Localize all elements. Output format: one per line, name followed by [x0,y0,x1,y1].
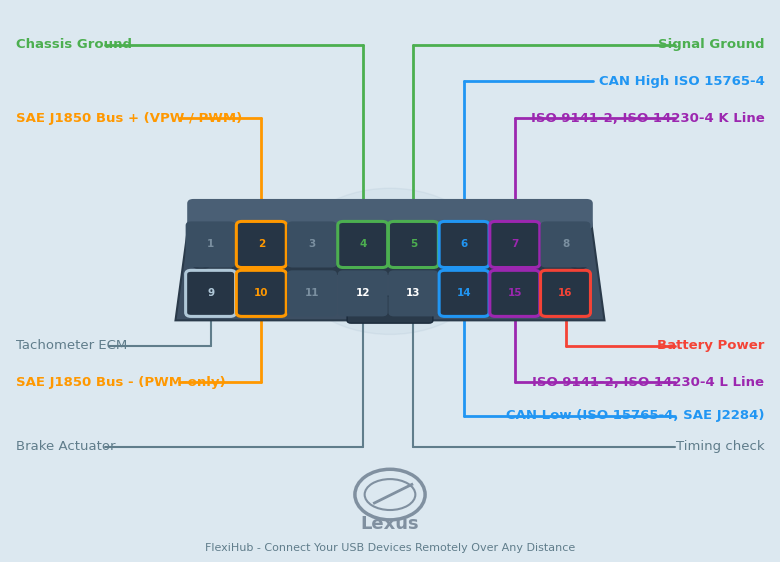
Text: Chassis Ground: Chassis Ground [16,38,132,52]
Text: 5: 5 [410,239,417,250]
Text: ISO 9141-2, ISO 14230-4 L Line: ISO 9141-2, ISO 14230-4 L Line [533,375,764,389]
FancyBboxPatch shape [490,221,540,268]
Text: CAN High ISO 15765-4: CAN High ISO 15765-4 [598,75,764,88]
Text: CAN Low (ISO 15765-4, SAE J2284): CAN Low (ISO 15765-4, SAE J2284) [506,409,764,423]
Circle shape [320,211,460,312]
FancyBboxPatch shape [186,270,236,316]
FancyBboxPatch shape [236,270,286,316]
Text: 10: 10 [254,288,268,298]
Text: 4: 4 [359,239,367,250]
FancyBboxPatch shape [186,221,236,268]
Text: Signal Ground: Signal Ground [658,38,764,52]
FancyBboxPatch shape [490,270,540,316]
FancyBboxPatch shape [287,270,337,316]
Circle shape [569,254,589,269]
Text: Lexus: Lexus [360,515,420,533]
Text: Brake Actuator: Brake Actuator [16,440,115,454]
Text: 12: 12 [356,288,370,298]
FancyBboxPatch shape [287,221,337,268]
Polygon shape [176,205,604,320]
Text: 14: 14 [457,288,471,298]
Text: 9: 9 [207,288,215,298]
Text: 7: 7 [511,239,519,250]
FancyBboxPatch shape [347,296,433,323]
Text: 8: 8 [562,239,569,250]
Text: Timing check: Timing check [675,440,764,454]
FancyBboxPatch shape [236,221,286,268]
Text: 15: 15 [508,288,522,298]
FancyBboxPatch shape [541,270,590,316]
Circle shape [289,188,491,334]
Circle shape [191,254,211,269]
Text: SAE J1850 Bus - (PWM-only): SAE J1850 Bus - (PWM-only) [16,375,225,389]
FancyBboxPatch shape [388,270,438,316]
Text: 3: 3 [308,239,316,250]
Text: ISO 9141-2, ISO 14230-4 K Line: ISO 9141-2, ISO 14230-4 K Line [530,111,764,125]
Text: Battery Power: Battery Power [657,339,764,352]
Text: 16: 16 [558,288,573,298]
Text: 2: 2 [257,239,265,250]
Text: Tachometer ECM: Tachometer ECM [16,339,127,352]
Text: 6: 6 [460,239,468,250]
Text: 13: 13 [406,288,420,298]
FancyBboxPatch shape [196,260,584,275]
Text: 11: 11 [305,288,319,298]
FancyBboxPatch shape [439,221,489,268]
FancyBboxPatch shape [338,270,388,316]
FancyBboxPatch shape [187,199,593,229]
Text: 1: 1 [207,239,215,250]
FancyBboxPatch shape [541,221,590,268]
Text: SAE J1850 Bus + (VPW / PWM): SAE J1850 Bus + (VPW / PWM) [16,111,242,125]
FancyBboxPatch shape [338,221,388,268]
FancyBboxPatch shape [388,221,438,268]
Text: FlexiHub - Connect Your USB Devices Remotely Over Any Distance: FlexiHub - Connect Your USB Devices Remo… [205,543,575,553]
FancyBboxPatch shape [439,270,489,316]
